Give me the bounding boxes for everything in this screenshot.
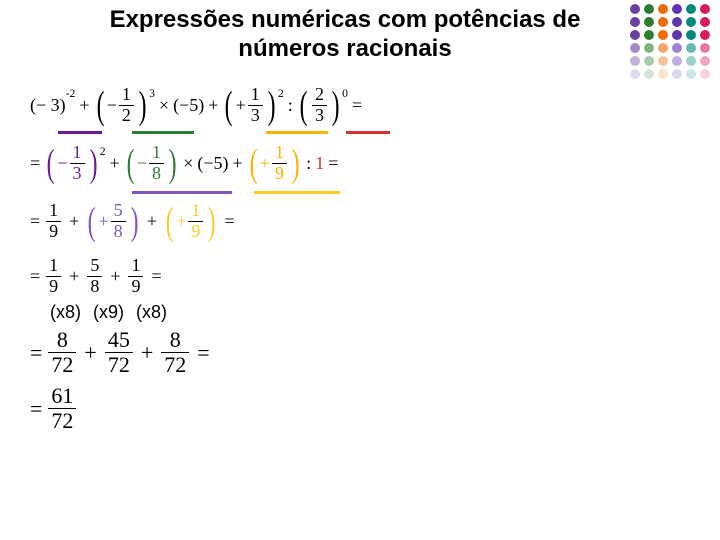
term2: (−5): [197, 153, 228, 174]
page-title: Expressões numéricas com potências de nú…: [0, 0, 720, 66]
plus: +: [110, 266, 120, 287]
sign: +: [176, 211, 186, 232]
eq: =: [197, 340, 209, 366]
eq: =: [352, 95, 362, 116]
exp4: 0: [342, 87, 348, 100]
title-line2: números racionais: [238, 35, 451, 62]
underline: [132, 131, 194, 134]
one: 1: [315, 153, 324, 174]
group-f2: ( + 58 ): [85, 201, 141, 242]
plus: +: [110, 153, 120, 174]
group-f1: ( − 13 ): [44, 143, 100, 184]
eq: =: [30, 340, 42, 366]
decorative-dots: [630, 4, 710, 82]
times: ×: [183, 153, 193, 174]
math-content: (− 3)-2 + ( − 12 ) 3 × (−5) + ( + 13 ) 2…: [0, 66, 720, 449]
expr-line-5: = 872 + 4572 + 872 =: [30, 327, 690, 379]
group-f3: ( + 19 ): [247, 143, 303, 184]
group-f2: ( − 18 ): [124, 143, 180, 184]
sign: −: [57, 153, 67, 174]
exp1: 2: [100, 145, 106, 158]
exp2: 3: [149, 87, 155, 100]
expr-line-1: (− 3)-2 + ( − 12 ) 3 × (−5) + ( + 13 ) 2…: [30, 80, 690, 132]
plus: +: [69, 211, 79, 232]
eq: =: [225, 211, 235, 232]
eq: =: [151, 266, 161, 287]
plus: +: [147, 211, 157, 232]
sign: −: [137, 153, 147, 174]
plus: +: [69, 266, 79, 287]
underline: [266, 131, 328, 134]
eq: =: [30, 396, 42, 422]
underline: [132, 191, 232, 194]
group-f1: ( − 12 ): [94, 85, 150, 126]
colon: :: [288, 95, 293, 116]
exp3: 2: [278, 87, 284, 100]
sign: +: [236, 95, 246, 116]
title-line1: Expressões numéricas com potências de: [110, 6, 581, 33]
sign: +: [260, 153, 270, 174]
group-f2: ( + 13 ): [222, 85, 278, 126]
eq: =: [328, 153, 338, 174]
underline: [346, 131, 390, 134]
ann1: (x8): [50, 302, 81, 323]
term2: (−5): [173, 95, 204, 116]
expr-line-6: = 6172: [30, 383, 690, 435]
plus: +: [233, 153, 243, 174]
times: ×: [159, 95, 169, 116]
sign: −: [107, 95, 117, 116]
ann2: (x9): [93, 302, 124, 323]
expr-line-2: = ( − 13 ) 2 + ( − 18 ) × (−5) + ( + 19 …: [30, 136, 690, 192]
underline: [254, 191, 340, 194]
colon: :: [306, 153, 311, 174]
ann3: (x8): [136, 302, 167, 323]
group-f3: ( 23 ): [297, 85, 342, 126]
annotations: (x8) (x9) (x8): [44, 302, 690, 323]
exp1: -2: [66, 87, 76, 100]
eq: =: [30, 266, 40, 287]
eq: =: [30, 211, 40, 232]
group-f3: ( + 19 ): [163, 201, 219, 242]
term1: (− 3): [30, 95, 66, 116]
plus: +: [208, 95, 218, 116]
plus: +: [84, 340, 96, 366]
expr-line-4: = 19 + 58 + 19 =: [30, 252, 690, 302]
eq: =: [30, 153, 40, 174]
plus: +: [79, 95, 89, 116]
plus: +: [141, 340, 153, 366]
underline: [58, 131, 102, 134]
expr-line-3: = 19 + ( + 58 ) + ( + 19 ) =: [30, 196, 690, 248]
sign: +: [99, 211, 109, 232]
